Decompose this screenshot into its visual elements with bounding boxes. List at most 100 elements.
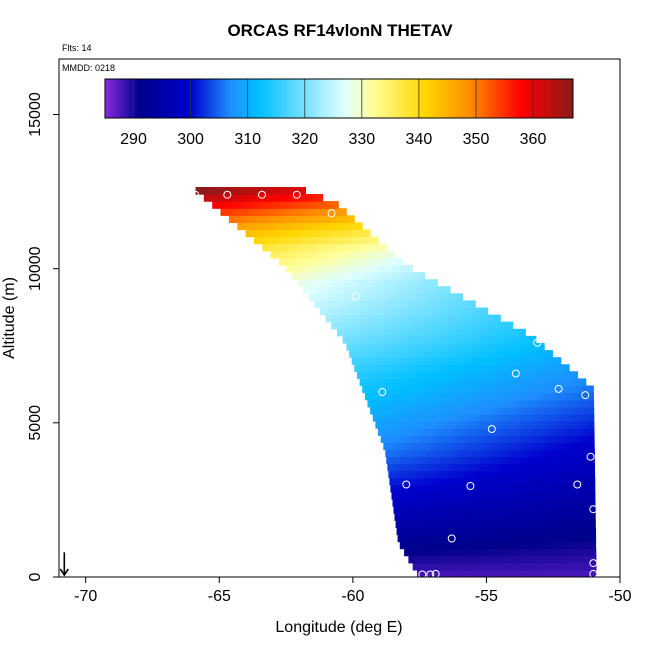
colorbar-segment [450, 79, 454, 118]
heat-cell [551, 392, 560, 401]
heat-cell [537, 534, 546, 543]
heat-cell [467, 506, 475, 514]
heat-cell [495, 385, 504, 394]
heat-cell [576, 477, 584, 486]
heat-cell [435, 421, 443, 429]
heat-cell [496, 442, 505, 450]
heat-cell [383, 406, 391, 415]
heat-cell [463, 569, 471, 577]
heat-cell [359, 343, 368, 351]
heat-cell [218, 201, 227, 209]
colorbar-segment [130, 79, 135, 118]
heat-cell [421, 300, 429, 309]
colorbar-segment [544, 79, 548, 118]
heat-cell [426, 456, 434, 465]
heat-cell [551, 428, 559, 436]
heat-cell [399, 456, 407, 465]
heat-cell [203, 194, 212, 202]
heat-cell [514, 364, 522, 372]
heat-cell [367, 236, 375, 245]
heat-cell [503, 328, 512, 337]
heat-cell [397, 484, 405, 493]
heat-cell [282, 215, 290, 223]
heat-cell [543, 477, 551, 486]
heat-cell [414, 399, 422, 408]
heat-cell [507, 435, 515, 443]
heat-cell [370, 279, 379, 287]
heat-cell [392, 257, 400, 266]
heat-cell [260, 236, 268, 245]
heat-cell [550, 484, 558, 493]
heat-cell [414, 435, 422, 443]
heat-cell [447, 300, 456, 309]
heat-cell [455, 421, 463, 429]
heat-cell [352, 257, 360, 266]
heat-cell [409, 286, 418, 294]
heat-cell [486, 562, 494, 571]
heat-cell [431, 357, 440, 365]
heat-cell [471, 428, 479, 436]
heat-cell [520, 463, 529, 472]
heat-cell [437, 484, 445, 493]
heat-cell [589, 520, 596, 528]
heat-cell [521, 364, 529, 372]
heat-cell [378, 321, 386, 330]
colorbar-segment [410, 79, 414, 118]
heat-cell [415, 385, 423, 394]
heat-cell [477, 328, 485, 337]
heat-cell [539, 499, 547, 507]
heat-cell [492, 357, 500, 365]
heat-cell [476, 442, 485, 450]
heat-cell [513, 343, 521, 351]
heat-cell [542, 421, 550, 429]
heat-cell [322, 215, 330, 223]
colorbar-segment [176, 79, 180, 118]
heat-cell [284, 250, 292, 259]
heat-cell [469, 477, 477, 486]
colorbar-segment [296, 79, 300, 118]
heat-cell [317, 194, 324, 202]
heat-cell [443, 569, 451, 577]
heat-cell [451, 428, 459, 436]
heat-cell [516, 350, 524, 358]
heat-cell [232, 201, 240, 209]
heat-cell [393, 378, 401, 387]
heat-cell [372, 265, 381, 273]
heat-cell [446, 562, 454, 571]
heat-cell [427, 463, 435, 472]
heat-cell [478, 321, 486, 330]
heat-cell [417, 534, 425, 543]
heat-cell [312, 201, 320, 209]
y-axis-label: Altitude (m) [1, 277, 18, 359]
heat-cell [482, 350, 490, 358]
heat-cell [307, 208, 315, 216]
colorbar-segment [453, 79, 457, 118]
heat-cell [521, 555, 530, 564]
colorbar-segment [116, 79, 120, 118]
heat-cell [512, 357, 520, 365]
heat-cell [461, 300, 469, 309]
heat-cell [438, 392, 446, 401]
heat-cell [344, 321, 352, 330]
heat-cell [290, 250, 298, 259]
heat-cell [535, 470, 543, 479]
heat-cell [488, 555, 496, 564]
heat-cell [310, 279, 319, 287]
heat-cell [530, 442, 538, 450]
heat-cell [511, 321, 514, 330]
colorbar-segment [478, 79, 483, 118]
heat-cell [347, 300, 356, 309]
heat-cell [298, 272, 306, 280]
heat-cell [457, 484, 465, 493]
heat-cell [391, 357, 400, 365]
heat-cell [492, 562, 501, 571]
colorbar-segment [376, 79, 380, 118]
colorbar-tick-label: 290 [120, 131, 147, 148]
heat-cell [574, 435, 582, 443]
heat-cell [453, 307, 461, 316]
heat-cell [346, 343, 354, 351]
heat-cell [397, 328, 405, 337]
heat-cell [363, 371, 371, 379]
heat-cell [576, 385, 584, 394]
heat-cell [538, 491, 546, 500]
